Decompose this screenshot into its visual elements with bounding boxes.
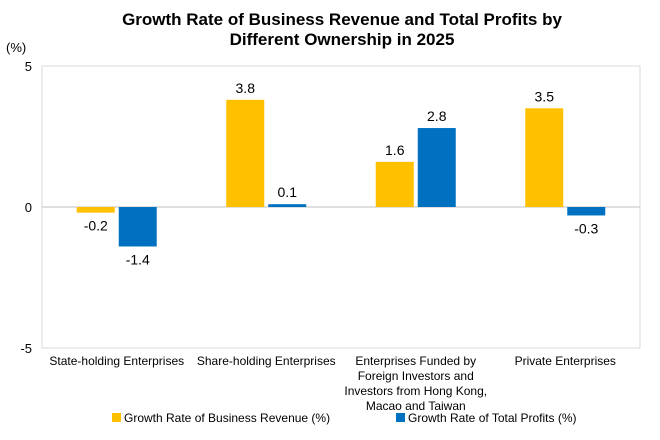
data-label: 2.8 [427,108,447,124]
bar-profits [417,128,456,207]
bar-profits [567,207,606,216]
legend-swatch [112,413,121,422]
bar-revenue [76,207,115,213]
bar-profits [268,204,307,207]
y-tick-label: -5 [20,341,32,356]
bar-profits [118,207,157,247]
chart-title-line-1: Growth Rate of Business Revenue and Tota… [122,10,562,29]
y-tick-label: 5 [25,59,32,74]
category-label: Share-holding Enterprises [197,354,336,368]
bar-revenue [375,161,414,207]
y-tick-label: 0 [25,200,32,215]
data-label: 3.5 [535,88,555,104]
category-label-line: Private Enterprises [515,354,616,368]
chart-title-line-2: Different Ownership in 2025 [230,30,455,49]
data-label: 1.6 [385,142,405,158]
category-label-line: Investors from Hong Kong, [344,384,487,398]
category-label-line: Enterprises Funded by [355,354,476,368]
category-label: State-holding Enterprises [49,354,184,368]
legend: Growth Rate of Business Revenue (%) Growt… [112,411,577,425]
legend-label: Growth Rate of Total Profits (%) [408,411,577,425]
y-axis-unit: (%) [6,40,26,55]
data-label: -0.3 [574,220,598,236]
category-label: Enterprises Funded by Foreign Investors a… [344,354,487,413]
data-label: -0.2 [84,218,108,234]
legend-swatch [396,413,405,422]
bar-revenue [525,108,564,207]
chart-title: Growth Rate of Business Revenue and Tota… [122,10,562,49]
category-label-line: Macao and Taiwan [366,399,466,413]
data-label: 0.1 [278,184,298,200]
plot-area: 5 0 -5 -0.2 -1.4 State-holding Enterprises 3.8… [20,59,641,413]
data-label: 3.8 [236,80,256,96]
category-label-line: Share-holding Enterprises [197,354,336,368]
category-label-line: State-holding Enterprises [49,354,184,368]
data-label: -1.4 [126,251,150,267]
bar-revenue [226,99,265,207]
legend-label: Growth Rate of Business Revenue (%) [124,411,330,425]
category-label-line: Foreign Investors and [358,369,474,383]
category-label: Private Enterprises [515,354,616,368]
